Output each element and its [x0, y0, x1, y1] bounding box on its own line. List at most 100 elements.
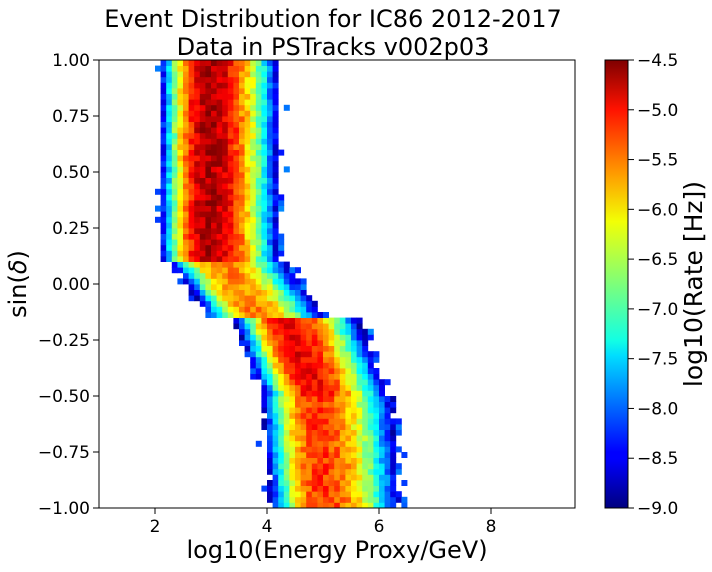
heatmap-cell: [300, 468, 307, 475]
heatmap-cell: [171, 127, 178, 134]
heatmap-cell: [222, 188, 229, 195]
heatmap-cell: [255, 278, 262, 285]
heatmap-cell: [362, 418, 369, 425]
heatmap-cell: [250, 261, 257, 268]
heatmap-cell: [367, 457, 374, 464]
heatmap-cell: [188, 239, 195, 246]
heatmap-cell: [199, 267, 206, 274]
heatmap-cell: [216, 183, 223, 190]
heatmap-cell: [345, 463, 352, 470]
heatmap-cell: [272, 216, 279, 223]
heatmap-cell: [278, 435, 285, 442]
heatmap-cell: [216, 312, 223, 318]
heatmap-cell: [183, 205, 189, 212]
heatmap-cell: [289, 446, 296, 453]
heatmap-cell: [188, 88, 195, 94]
heatmap-cell: [334, 474, 341, 481]
heatmap-cell: [267, 82, 273, 89]
heatmap-cell: [205, 233, 212, 240]
heatmap-cell: [289, 289, 296, 296]
heatmap-cell: [283, 446, 290, 453]
heatmap-cell: [239, 317, 245, 324]
heatmap-cell: [311, 496, 318, 503]
heatmap-cell: [199, 110, 206, 117]
heatmap-cell: [345, 351, 352, 358]
heatmap-cell: [183, 244, 189, 251]
heatmap-cell: [205, 93, 212, 100]
heatmap-cell: [379, 396, 385, 402]
heatmap-cell: [205, 256, 212, 262]
heatmap-cell: [356, 480, 363, 486]
heatmap-cell: [345, 502, 352, 508]
heatmap-cell: [323, 485, 329, 492]
heatmap-cell: [239, 188, 245, 195]
heatmap-cell: [300, 306, 307, 313]
heatmap-cell: [356, 412, 363, 419]
heatmap-cell: [362, 373, 369, 380]
heatmap-cell: [211, 244, 217, 251]
heatmap-cell: [295, 463, 301, 470]
x-tick-label: 6: [374, 517, 385, 537]
heatmap-cell: [345, 390, 352, 397]
heatmap-cell: [199, 82, 206, 89]
heatmap-cell: [278, 407, 285, 414]
heatmap-cell: [278, 379, 285, 386]
heatmap-cell: [356, 491, 363, 498]
heatmap-cell: [373, 474, 380, 481]
heatmap-cell: [244, 71, 251, 78]
heatmap-cell: [183, 216, 189, 223]
heatmap-cell: [166, 71, 173, 78]
heatmap-cell: [367, 373, 374, 380]
heatmap-cell: [239, 183, 245, 190]
heatmap-cell: [227, 222, 234, 229]
heatmap-cell: [373, 401, 380, 408]
heatmap-cell: [244, 144, 251, 150]
heatmap-cell: [311, 502, 318, 508]
heatmap-cell: [188, 127, 195, 134]
heatmap-cell: [379, 485, 385, 492]
heatmap-cell: [289, 485, 296, 492]
heatmap-cell: [295, 306, 301, 313]
heatmap-cell: [199, 60, 206, 66]
heatmap-cell: [267, 132, 273, 139]
heatmap-cell: [384, 379, 391, 386]
heatmap-cell: [306, 480, 313, 486]
heatmap-cell: [160, 211, 167, 218]
heatmap-cell: [300, 312, 307, 318]
heatmap-cell: [351, 440, 357, 447]
heatmap-cell: [233, 211, 240, 218]
heatmap-cell: [289, 384, 296, 391]
heatmap-cell: [222, 306, 229, 313]
heatmap-cell: [233, 228, 240, 234]
heatmap-cell: [367, 429, 374, 436]
heatmap-cell: [289, 390, 296, 397]
heatmap-cell: [278, 362, 285, 369]
heatmap-cell: [384, 440, 391, 447]
heatmap-cell: [171, 188, 178, 195]
heatmap-cell: [362, 457, 369, 464]
heatmap-cell: [306, 496, 313, 503]
heatmap-cell: [379, 424, 385, 430]
heatmap-cell: [199, 99, 206, 106]
heatmap-cell: [199, 300, 206, 307]
heatmap-cell: [295, 312, 301, 318]
heatmap-cell: [379, 407, 385, 414]
heatmap-cell: [183, 200, 189, 206]
heatmap-cell: [339, 424, 346, 430]
heatmap-cell: [334, 317, 341, 324]
heatmap-cell: [233, 177, 240, 184]
heatmap-cell: [216, 132, 223, 139]
heatmap-cell: [278, 480, 285, 486]
heatmap-cell: [272, 110, 279, 117]
heatmap-cell: [239, 121, 245, 128]
heatmap-cell: [351, 396, 357, 402]
heatmap-cell: [233, 188, 240, 195]
heatmap-cell: [283, 452, 290, 458]
heatmap-cell: [272, 418, 279, 425]
heatmap-cell: [272, 356, 279, 363]
colorbar-ticks: −4.5−5.0−5.5−6.0−6.5−7.0−7.5−8.0−8.5−9.0: [628, 51, 678, 519]
heatmap-cell: [255, 188, 262, 195]
heatmap-cell: [166, 222, 173, 229]
heatmap-cell: [233, 172, 240, 178]
heatmap-cell: [199, 295, 206, 302]
